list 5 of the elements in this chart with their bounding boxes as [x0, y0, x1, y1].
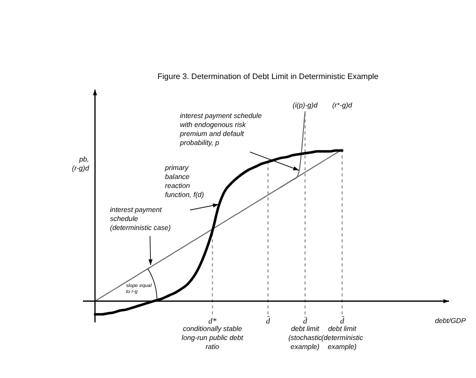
x-tick-label: d̂	[266, 316, 271, 326]
x-tick-label: d̄	[303, 316, 308, 326]
x-tick-label: d̃	[340, 316, 346, 326]
x-tick-label: d*	[208, 316, 216, 326]
chart-title: Figure 3. Determination of Debt Limit in Deterministic Example	[158, 72, 380, 82]
